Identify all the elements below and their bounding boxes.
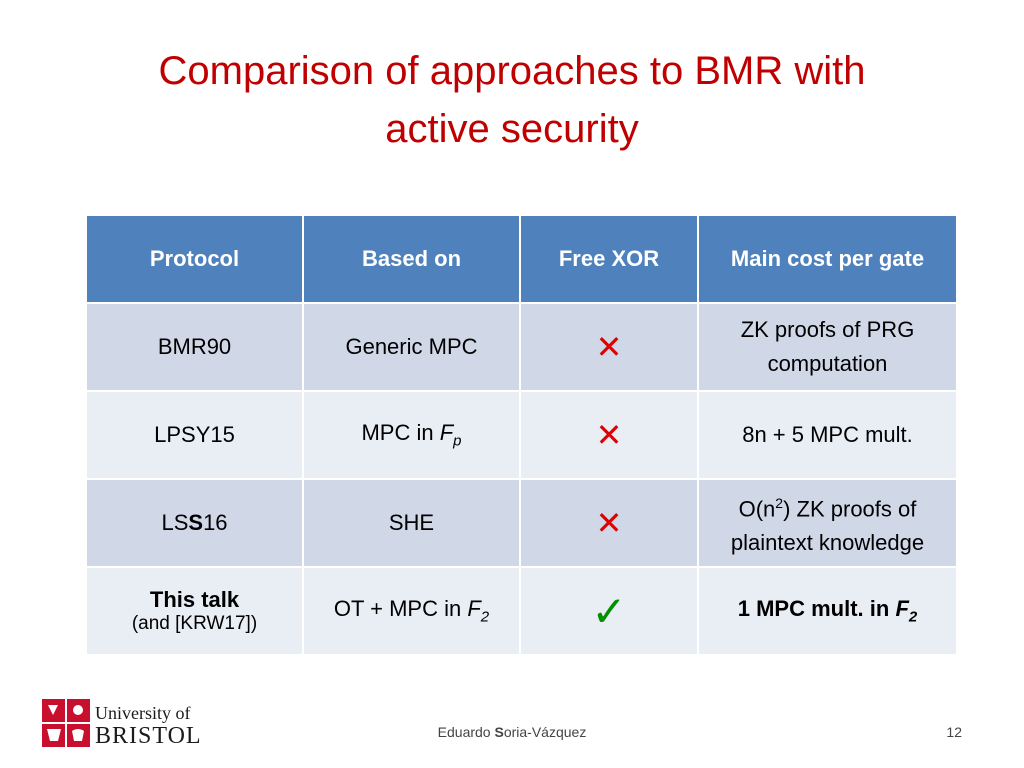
- cell-based-on: SHE: [302, 478, 521, 568]
- footer-author: Eduardo Soria-Vázquez: [380, 724, 644, 740]
- column-header-free-xor: Free XOR: [519, 214, 699, 304]
- cost-superscript: 2: [775, 494, 784, 511]
- column-header-protocol: Protocol: [85, 214, 304, 304]
- cell-based-on: OT + MPC in F2: [302, 566, 521, 656]
- based-on-prefix: OT + MPC in: [333, 596, 468, 622]
- page-number: 12: [946, 724, 962, 740]
- cell-free-xor: ✕: [519, 478, 699, 568]
- field-symbol: F: [467, 596, 481, 622]
- logo-line-2: BRISTOL: [95, 723, 202, 749]
- field-subscript: 2: [480, 608, 490, 626]
- cell-main-cost: 1 MPC mult. in F2: [697, 566, 958, 656]
- cross-icon: ✕: [595, 417, 623, 453]
- field-subscript: p: [453, 432, 462, 450]
- cell-protocol: LSS16: [85, 478, 304, 568]
- table-header-row: Protocol Based on Free XOR Main cost per…: [85, 214, 958, 304]
- cell-based-on: MPC in Fp: [302, 390, 521, 480]
- field-symbol: F: [895, 596, 909, 622]
- column-header-main-cost: Main cost per gate: [697, 214, 958, 304]
- slide-title-line-1: Comparison of approaches to BMR with: [158, 49, 866, 93]
- cell-based-on: Generic MPC: [302, 302, 521, 392]
- university-logo-text: University of BRISTOL: [95, 703, 202, 749]
- cell-free-xor: ✕: [519, 390, 699, 480]
- field-subscript: 2: [908, 608, 918, 626]
- field-symbol: F: [439, 420, 454, 446]
- protocol-suffix: 16: [203, 510, 228, 535]
- cell-free-xor: ✕: [519, 302, 699, 392]
- slide-title-line-2: active security: [385, 107, 639, 151]
- table-row: LPSY15 MPC in Fp ✕ 8n + 5 MPC mult.: [85, 390, 958, 480]
- comparison-table: Protocol Based on Free XOR Main cost per…: [85, 214, 958, 656]
- author-prefix: Eduardo: [437, 724, 495, 740]
- cost-line-2: computation: [767, 351, 888, 376]
- cross-icon: ✕: [595, 329, 623, 365]
- author-suffix: oria-Vázquez: [503, 724, 587, 740]
- cost-line-2: plaintext knowledge: [730, 530, 925, 556]
- cell-protocol: This talk (and [KRW17]): [85, 566, 304, 656]
- university-crest-icon: [42, 699, 90, 747]
- protocol-prefix: LS: [161, 510, 189, 535]
- based-on-prefix: MPC in: [361, 420, 440, 446]
- protocol-bold-letter: S: [188, 510, 204, 535]
- cell-protocol: BMR90: [85, 302, 304, 392]
- protocol-this-talk: This talk: [149, 587, 240, 612]
- cell-main-cost: 8n + 5 MPC mult.: [697, 390, 958, 480]
- cost-prefix: O(n: [738, 496, 776, 522]
- check-icon: ✓: [591, 587, 627, 635]
- cell-protocol: LPSY15: [85, 390, 304, 480]
- slide-title: Comparison of approaches to BMR with act…: [60, 42, 964, 158]
- column-header-based-on: Based on: [302, 214, 521, 304]
- cost-line-1: ZK proofs of PRG: [740, 317, 915, 342]
- author-bold-letter: S: [494, 724, 504, 740]
- table-row: LSS16 SHE ✕ O(n2) ZK proofs of plaintext…: [85, 478, 958, 568]
- cross-icon: ✕: [595, 505, 623, 541]
- table-row: This talk (and [KRW17]) OT + MPC in F2 ✓…: [85, 566, 958, 656]
- cost-suffix: ) ZK proofs of: [783, 496, 917, 522]
- protocol-note: (and [KRW17]): [131, 613, 258, 634]
- cell-main-cost: O(n2) ZK proofs of plaintext knowledge: [697, 478, 958, 568]
- cell-main-cost: ZK proofs of PRG computation: [697, 302, 958, 392]
- cost-prefix: 1 MPC mult. in: [737, 596, 896, 622]
- logo-line-1: University of: [95, 703, 191, 723]
- cell-free-xor: ✓: [519, 566, 699, 656]
- table-row: BMR90 Generic MPC ✕ ZK proofs of PRG com…: [85, 302, 958, 392]
